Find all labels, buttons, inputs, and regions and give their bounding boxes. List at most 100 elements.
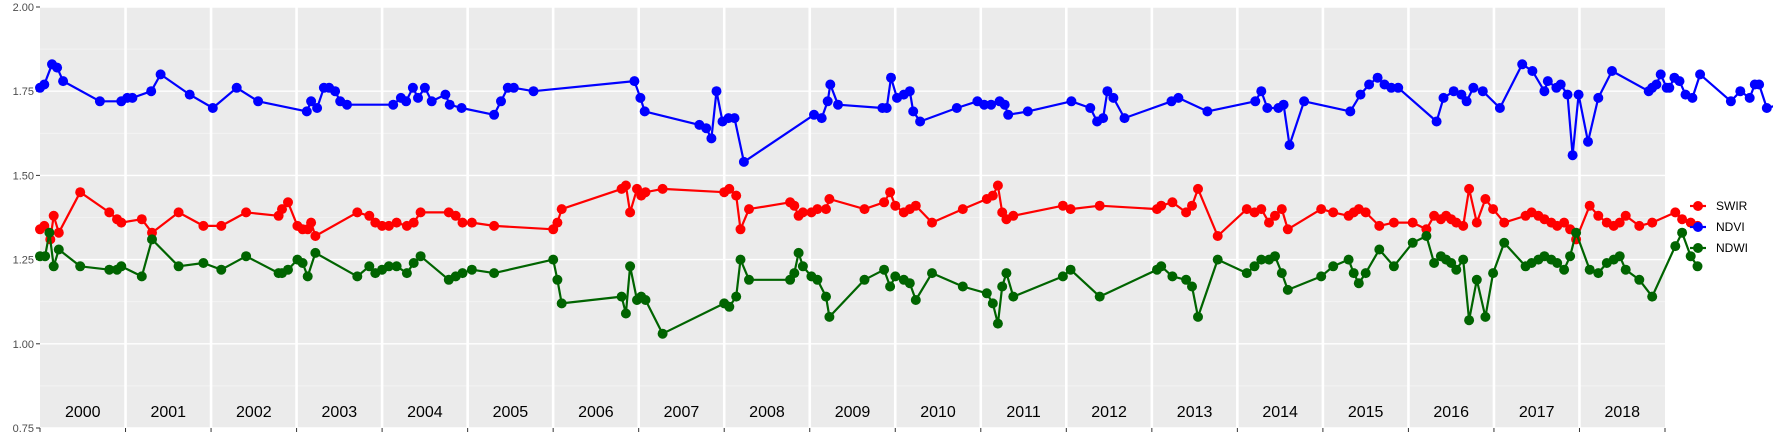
ndwi-point	[616, 291, 627, 302]
ndvi-point	[1438, 92, 1449, 103]
year-label: 2010	[920, 404, 956, 421]
ndvi-point	[1372, 72, 1383, 83]
ndwi-point	[1614, 251, 1625, 262]
swir-point	[39, 220, 50, 231]
ndvi-point	[1542, 76, 1553, 87]
ndvi-point	[1655, 69, 1666, 80]
ndvi-point	[127, 92, 138, 103]
y-tick-label: 1.25	[13, 255, 34, 267]
legend-label: SWIR	[1716, 199, 1748, 213]
ndwi-point	[1670, 241, 1681, 252]
year-label: 2007	[664, 404, 700, 421]
ndwi-point	[821, 291, 831, 302]
series-ndwi	[35, 227, 1703, 339]
ndvi-point	[1562, 89, 1573, 100]
ndwi-point	[1181, 274, 1192, 285]
minor-gridlines	[40, 48, 1665, 387]
ndwi-point	[1065, 264, 1076, 275]
ndvi-point	[1573, 89, 1584, 100]
legend-label: NDWI	[1716, 241, 1748, 255]
ndwi-point	[1584, 264, 1595, 275]
y-tick-label: 1.75	[13, 86, 34, 98]
ndwi-point	[1270, 251, 1280, 262]
ndvi-point	[146, 86, 157, 97]
swir-point	[1282, 224, 1293, 235]
year-labels: 2000 2001 2002 2003 2004 2005 2006 2007 2008 2009…	[65, 404, 1640, 421]
ndvi-point	[52, 62, 63, 73]
ndvi-point	[342, 99, 352, 110]
ndwi-point	[1256, 254, 1267, 265]
ndwi-point	[383, 261, 394, 272]
ndwi-point	[904, 278, 915, 289]
ndwi-point	[1421, 231, 1432, 241]
ndwi-point	[104, 264, 115, 275]
swir-point	[415, 207, 426, 218]
ndwi-point	[1187, 281, 1197, 292]
series-ndvi	[35, 59, 1773, 167]
swir-point	[1634, 220, 1645, 231]
swir-point	[744, 204, 754, 215]
year-label: 2017	[1519, 404, 1555, 421]
ndvi-point	[407, 82, 418, 93]
swir-point	[724, 183, 735, 194]
ndvi-point	[1674, 76, 1685, 87]
swir-point	[53, 227, 64, 238]
ndvi-point	[1527, 66, 1538, 76]
ndvi-point	[1278, 99, 1289, 110]
swir-point	[1677, 214, 1688, 225]
ndwi-point	[1488, 268, 1499, 279]
ndwi-point	[981, 288, 992, 299]
ndwi-point	[408, 258, 419, 268]
ndvi-point	[1066, 96, 1077, 107]
swir-point	[1559, 217, 1570, 228]
ndwi-point	[885, 281, 896, 292]
ndvi-point	[1687, 92, 1698, 103]
ndvi-point	[58, 76, 69, 87]
ndwi-point	[1249, 261, 1260, 272]
year-label: 2013	[1177, 404, 1213, 421]
ndwi-point	[1353, 278, 1364, 289]
ndwi-point	[987, 298, 998, 309]
ndwi-point	[992, 318, 1003, 329]
ndvi-point	[729, 113, 740, 124]
swir-point	[812, 204, 823, 215]
swir-point	[1316, 204, 1327, 215]
ndwi-point	[1094, 291, 1105, 302]
ndwi-point	[1241, 268, 1252, 279]
ndwi-point	[957, 281, 968, 292]
swir-point	[1614, 217, 1625, 228]
ndvi-point	[1555, 79, 1566, 90]
ndwi-point	[910, 295, 921, 305]
ndwi-point	[391, 261, 402, 272]
swir-point	[1156, 200, 1167, 211]
swir-point	[1458, 220, 1469, 231]
ndwi-point	[1001, 268, 1012, 279]
swir-point	[987, 190, 998, 201]
swir-point	[489, 220, 500, 231]
ndvi-point	[1098, 113, 1109, 124]
ndvi-point	[1651, 79, 1662, 90]
ndwi-point	[1451, 264, 1462, 275]
ndvi-point	[155, 69, 166, 80]
ndwi-point	[1348, 268, 1359, 279]
swir-point	[1488, 204, 1499, 215]
ndwi-point	[1388, 261, 1399, 272]
ndwi-point	[1559, 264, 1570, 275]
ndvi-point	[1022, 106, 1033, 117]
ndwi-point	[824, 311, 835, 322]
ndwi-point	[1685, 251, 1696, 262]
swir-point	[306, 217, 317, 228]
swir-point	[1670, 207, 1681, 218]
ndvi-point	[1085, 103, 1096, 113]
ndwi-point	[744, 274, 754, 285]
ndwi-point	[731, 291, 742, 302]
ndwi-point	[620, 308, 631, 319]
swir-point	[173, 207, 184, 218]
ndwi-point	[457, 268, 468, 279]
ndwi-point	[1008, 291, 1019, 302]
legend-label: NDVI	[1716, 220, 1745, 234]
swir-point	[466, 217, 477, 228]
y-tick-label: 0.75	[13, 423, 34, 435]
ndvi-point	[1593, 92, 1604, 103]
ndvi-point	[1256, 86, 1267, 97]
